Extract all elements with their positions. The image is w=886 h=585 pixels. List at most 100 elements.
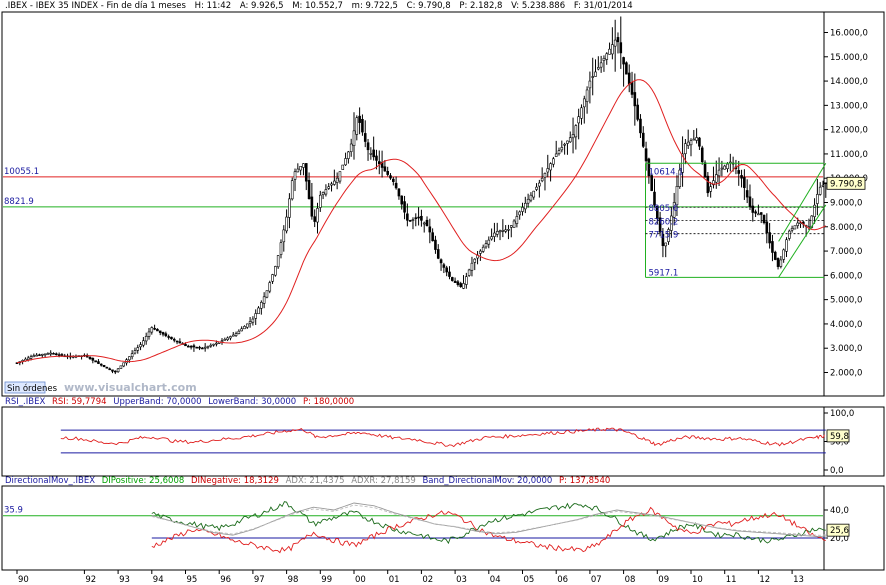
candle-body (375, 155, 378, 161)
candle-body (274, 266, 277, 276)
candle-body (493, 232, 496, 237)
candle-body (467, 269, 471, 276)
candle-body (363, 133, 367, 142)
header-f: F: 31/01/2014 (574, 1, 633, 11)
candle-body (773, 251, 777, 260)
rsi-value: RSI: 59,7794 (52, 397, 107, 407)
adxr-line (151, 504, 826, 536)
candle-body (99, 363, 103, 366)
sin-ordenes-label: Sin órdenes (7, 383, 58, 394)
candle-body (327, 186, 331, 189)
rsi-header: RSI_.IBEX RSI: 59,7794 UpperBand: 70,000… (5, 397, 354, 407)
candle-body (686, 141, 690, 146)
rsi-last-label: 59,8 (830, 432, 849, 442)
price-axis-label: 7.000,0 (830, 247, 862, 257)
candle-body (622, 57, 625, 65)
candle-body (796, 222, 800, 226)
candle-body (473, 258, 477, 263)
candle-body (726, 163, 729, 170)
dm-pane[interactable] (1, 485, 825, 571)
candle-body (105, 366, 109, 369)
candle-body (349, 143, 353, 153)
candle-body (465, 276, 468, 285)
candle-body (220, 340, 224, 343)
candle-body (529, 194, 533, 201)
price-axis-pane (823, 11, 885, 397)
candle-body (355, 117, 359, 135)
rsi-axis-label: 50,0 (830, 438, 849, 448)
dm-axis-label: 20,0 (830, 534, 849, 544)
candle-body (566, 140, 569, 144)
candle-body (55, 353, 58, 356)
candle-body (229, 336, 232, 339)
candle-body (504, 229, 507, 232)
candle-body (816, 194, 819, 204)
candle-body (431, 232, 434, 242)
candle-body (333, 180, 336, 185)
header-symbol: .IBEX - IBEX 35 INDEX - Fin de día 1 mes… (5, 1, 187, 11)
sin-ordenes-box[interactable] (4, 381, 46, 394)
candle-body (94, 360, 97, 363)
candle-body (633, 92, 637, 107)
dm-header: DirectionalMov_.IBEX DIPositive: 25,6008… (5, 476, 610, 486)
candle-body (184, 343, 187, 347)
candle-body (700, 147, 704, 163)
header-p: P: 2.182,8 (459, 1, 502, 11)
candle-body (563, 143, 566, 146)
candle-body (276, 255, 280, 268)
candle-body (771, 241, 774, 253)
candle-body (422, 222, 426, 225)
candle-body (144, 336, 148, 342)
x-axis-label: 11 (726, 575, 737, 585)
candle-body (695, 137, 698, 141)
fib-level-label: 8805.6 (649, 204, 679, 214)
x-axis-label: 93 (119, 575, 130, 585)
candle-body (549, 163, 552, 171)
rsi-pane[interactable] (1, 406, 825, 477)
candle-body (737, 170, 741, 174)
candle-body (198, 346, 201, 349)
header-h: H: 11:42 (195, 1, 231, 11)
candle-body (417, 216, 420, 219)
x-axis-label: 04 (490, 575, 501, 585)
candle-body (515, 216, 519, 224)
candle-body (150, 327, 154, 333)
rsi-name: RSI_.IBEX (5, 397, 45, 407)
candle-body (178, 341, 182, 344)
candle-body (501, 230, 505, 232)
candle-body (591, 76, 595, 78)
candle-body (785, 239, 788, 252)
candle-body (689, 140, 693, 146)
candle-body (153, 328, 156, 330)
candle-body (344, 158, 347, 166)
candle-body (793, 225, 797, 230)
chart-header: .IBEX - IBEX 35 INDEX - Fin de día 1 mes… (5, 1, 633, 11)
price-pane[interactable] (1, 11, 825, 397)
candle-body (411, 219, 415, 221)
adx-line (151, 502, 826, 538)
x-axis-label: 97 (254, 575, 265, 585)
channel-upper-line (778, 163, 827, 242)
candle-body (321, 192, 325, 196)
candle-body (40, 353, 44, 356)
price-axis-label: 11.000,0 (830, 150, 868, 160)
candle-body (714, 174, 718, 183)
candle-body (751, 205, 755, 213)
candle-body (248, 321, 252, 324)
candle-body (810, 215, 814, 228)
candle-body (139, 344, 142, 348)
candle-body (526, 198, 530, 204)
candle-body (605, 53, 609, 60)
candle-body (743, 177, 746, 188)
candle-body (288, 198, 291, 218)
dm-din: DINegative: 18,3129 (191, 476, 279, 486)
candle-body (613, 39, 617, 47)
candle-body (577, 116, 580, 124)
x-axis-label: 01 (389, 575, 400, 585)
candle-body (175, 340, 179, 343)
candle-body (158, 330, 162, 333)
candle-body (389, 175, 392, 179)
candle-body (692, 138, 696, 141)
candle-body (128, 356, 131, 361)
candle-body (720, 167, 724, 170)
